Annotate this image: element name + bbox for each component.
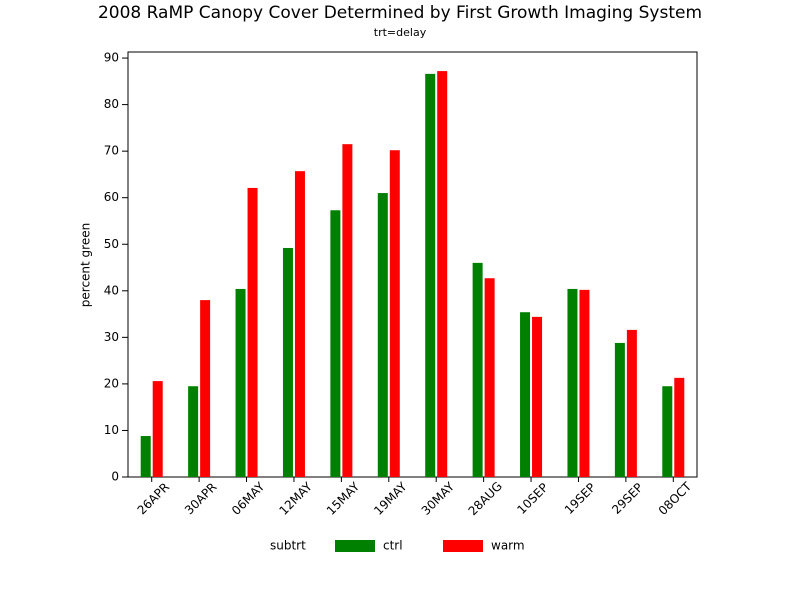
legend-title: subtrt [270,539,306,553]
bar [662,386,673,477]
legend-label: warm [491,539,525,553]
bar [330,210,341,477]
y-tick-label: 20 [104,376,119,390]
legend-swatch [443,540,483,552]
bar [674,377,685,477]
bar [614,342,625,477]
y-tick-label: 70 [104,144,119,158]
bar [140,436,151,477]
x-tick-label: 10SEP [514,480,551,517]
bar [247,187,258,477]
bar [532,316,543,477]
bar [377,193,388,477]
bar [626,329,637,477]
bar [567,288,578,477]
y-tick-label: 30 [104,330,119,344]
y-tick-label: 50 [104,237,119,251]
bar [200,300,211,477]
bar [282,247,293,477]
x-tick-label: 19MAY [371,479,410,518]
bar [342,144,353,477]
bar [188,386,199,477]
x-tick-label: 12MAY [276,479,315,518]
x-tick-label: 15MAY [324,479,363,518]
bar [484,278,495,477]
x-tick-label: 28AUG [466,479,505,518]
bar [235,288,246,477]
chart-title: 2008 RaMP Canopy Cover Determined by Fir… [98,3,702,23]
bar [437,71,448,477]
bar [579,289,590,477]
plot-frame [127,51,698,478]
legend-swatch [335,540,375,552]
y-tick-label: 90 [104,51,119,65]
bar [472,262,483,477]
y-tick-label: 10 [104,423,119,437]
bar [152,381,163,477]
x-tick-label: 26APR [135,480,173,518]
x-tick-label: 29SEP [609,480,646,517]
y-tick-label: 40 [104,283,119,297]
legend-label: ctrl [383,539,403,553]
bar [389,150,400,477]
y-tick-label: 60 [104,190,119,204]
x-tick-label: 08OCT [656,479,695,518]
x-tick-label: 30APR [182,480,220,518]
bar [520,312,531,477]
bar [425,73,436,478]
x-tick-label: 06MAY [229,479,268,518]
y-tick-label: 80 [104,97,119,111]
x-tick-label: 19SEP [562,480,599,517]
y-axis-label: percent green [79,223,93,307]
y-tick-label: 0 [111,470,119,484]
chart-subtitle: trt=delay [374,26,427,39]
x-tick-label: 30MAY [419,479,458,518]
bar [294,171,305,477]
